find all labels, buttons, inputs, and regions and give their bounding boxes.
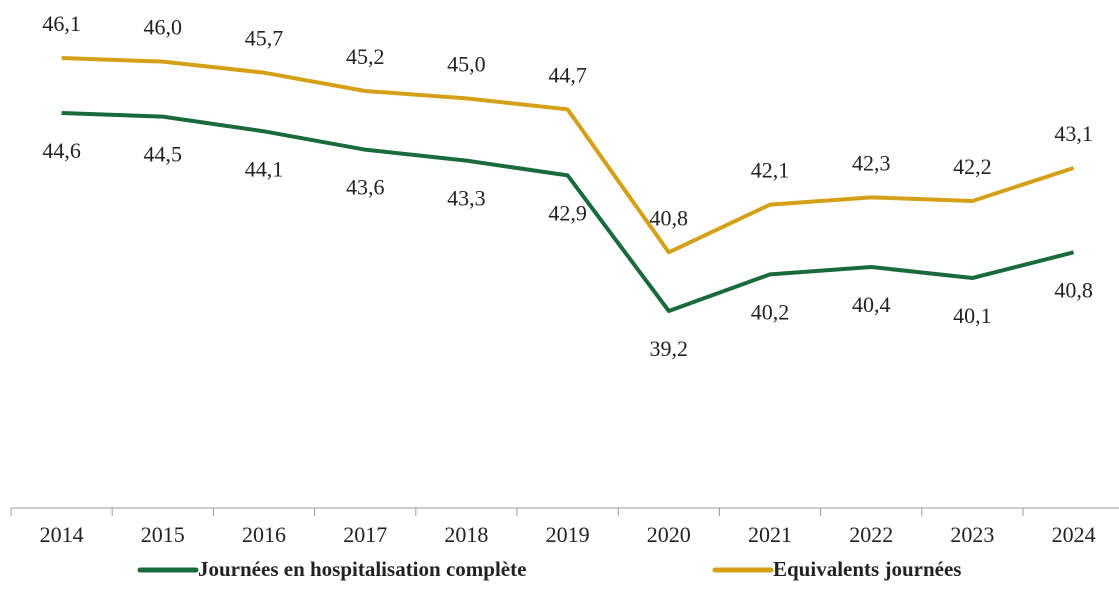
x-tick-label: 2016 xyxy=(242,522,286,547)
x-tick-label: 2024 xyxy=(1052,522,1096,547)
x-tick-label: 2021 xyxy=(748,522,792,547)
data-label: 42,3 xyxy=(852,150,891,175)
x-tick-label: 2019 xyxy=(546,522,590,547)
data-label: 40,2 xyxy=(751,299,790,324)
data-label: 42,2 xyxy=(953,154,992,179)
data-label: 46,1 xyxy=(42,11,81,36)
data-label: 42,1 xyxy=(751,158,790,183)
data-label: 45,0 xyxy=(447,51,486,76)
data-label: 42,9 xyxy=(548,200,587,225)
data-label: 43,1 xyxy=(1054,121,1093,146)
data-label: 44,5 xyxy=(144,142,183,167)
data-label: 44,6 xyxy=(42,138,81,163)
data-label: 43,6 xyxy=(346,175,385,200)
data-label: 40,4 xyxy=(852,292,891,317)
data-label: 40,1 xyxy=(953,303,992,328)
x-tick-label: 2015 xyxy=(141,522,185,547)
legend-label: Journées en hospitalisation complète xyxy=(198,557,526,581)
data-label: 44,1 xyxy=(245,156,284,181)
data-label: 40,8 xyxy=(650,205,689,230)
series-line xyxy=(61,111,1075,313)
x-tick-label: 2020 xyxy=(647,522,691,547)
data-label: 45,2 xyxy=(346,44,385,69)
legend-label: Equivalents journées xyxy=(773,557,961,581)
series-line xyxy=(61,56,1075,255)
data-label: 40,8 xyxy=(1054,277,1093,302)
data-label: 45,7 xyxy=(245,26,284,51)
data-label: 43,3 xyxy=(447,186,486,211)
x-tick-label: 2022 xyxy=(849,522,893,547)
x-tick-label: 2018 xyxy=(444,522,488,547)
data-label: 44,7 xyxy=(548,62,587,87)
x-tick-label: 2023 xyxy=(950,522,994,547)
x-tick-label: 2017 xyxy=(343,522,387,547)
data-label: 46,0 xyxy=(144,15,183,40)
x-tick-label: 2014 xyxy=(40,522,84,547)
data-label: 39,2 xyxy=(650,336,689,361)
